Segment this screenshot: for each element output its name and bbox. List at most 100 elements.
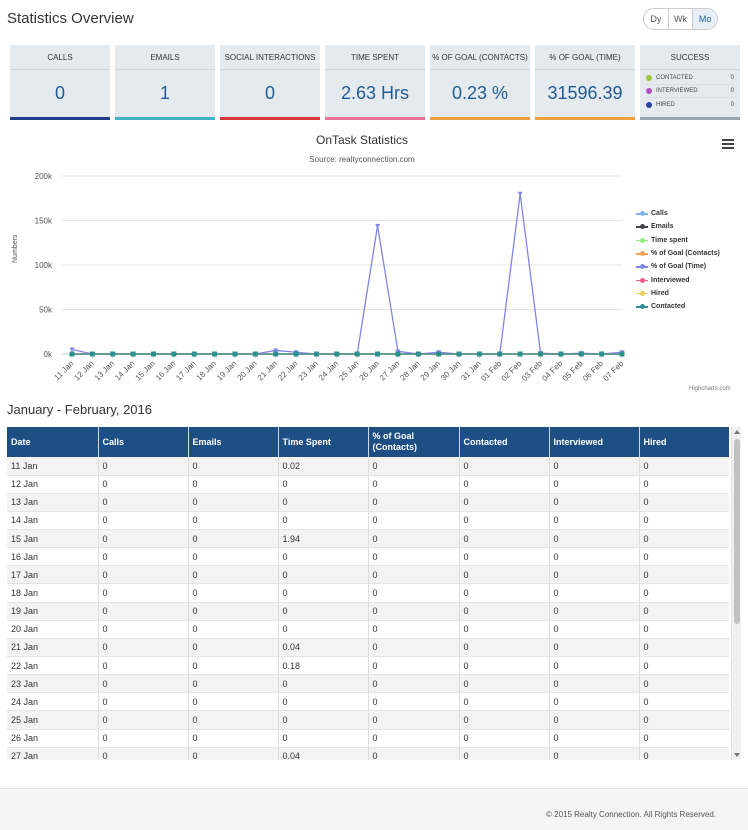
- legend-item[interactable]: Contacted: [636, 300, 746, 313]
- table-cell: 0: [458, 547, 549, 567]
- success-item-label: CONTACTED: [656, 75, 693, 81]
- range-week-button[interactable]: Wk: [667, 9, 693, 29]
- table-cell: 0: [277, 511, 368, 531]
- column-header[interactable]: Hired: [638, 427, 729, 457]
- data-point: [150, 351, 156, 357]
- table-scrollbar[interactable]: [731, 427, 741, 760]
- legend-item[interactable]: % of Goal (Time): [636, 260, 746, 273]
- legend-item[interactable]: % of Goal (Contacts): [636, 247, 746, 260]
- chart-credits[interactable]: Highcharts.com: [689, 386, 731, 392]
- table-row: 21 Jan 0 0 0.04 0 0 0 0: [7, 638, 729, 658]
- table-cell: 0: [638, 692, 729, 712]
- table-cell: 0: [97, 692, 188, 712]
- table-cell: 0: [97, 583, 188, 603]
- stat-value: 0: [54, 83, 65, 103]
- x-tick-label: 30 Jan: [439, 359, 462, 382]
- table-cell: 19 Jan: [7, 602, 98, 621]
- table-cell: 0: [548, 620, 639, 639]
- scroll-thumb[interactable]: [734, 439, 740, 624]
- table-cell: 0: [97, 457, 188, 476]
- legend-item[interactable]: Interviewed: [636, 273, 746, 286]
- table-cell: 0: [458, 493, 549, 512]
- table-cell: 0: [277, 602, 368, 621]
- legend-item[interactable]: Calls: [636, 207, 746, 220]
- legend-label: Interviewed: [651, 276, 690, 284]
- chart-container: 0k 50k 100k 150k 200k 11 Jan 12 Jan 13 Jan 14 Ja…: [0, 128, 748, 400]
- table-cell: 26 Jan: [7, 729, 98, 748]
- x-tick-label: 31 Jan: [459, 359, 482, 382]
- table-cell: 0: [638, 656, 729, 676]
- table-cell: 1.94: [277, 529, 368, 549]
- table-cell: 0: [97, 620, 188, 639]
- table-cell: 0: [277, 565, 368, 585]
- scroll-up-arrow-icon[interactable]: [734, 430, 740, 434]
- table-cell: 0: [277, 493, 368, 512]
- table-cell: 0.18: [277, 656, 368, 676]
- data-point: [476, 351, 482, 357]
- data-point: [252, 351, 258, 357]
- table-cell: 0: [548, 674, 639, 694]
- data-point: [517, 351, 523, 357]
- data-point: [375, 351, 381, 357]
- stat-value: 0.23 %: [451, 83, 509, 103]
- column-header[interactable]: % of Goal (Contacts): [367, 427, 459, 457]
- data-point: [69, 347, 75, 353]
- stat-value: 1: [159, 83, 170, 103]
- table-cell: 0: [187, 674, 278, 694]
- table-cell: 0: [187, 692, 278, 712]
- data-point: [456, 351, 462, 357]
- period-title: January - February, 2016: [7, 402, 152, 417]
- success-item-count: 0: [730, 88, 734, 94]
- column-header[interactable]: Calls: [97, 427, 188, 457]
- table-cell: 0: [458, 674, 549, 694]
- y-axis-label: Numbers: [12, 234, 19, 263]
- column-header[interactable]: Date: [7, 427, 98, 457]
- data-point: [354, 351, 360, 357]
- column-header[interactable]: Emails: [187, 427, 278, 457]
- table-cell: 0: [458, 511, 549, 531]
- scroll-down-arrow-icon[interactable]: [734, 753, 740, 757]
- x-tick-label: 15 Jan: [134, 359, 157, 382]
- table-cell: 0: [367, 475, 459, 494]
- table-cell: 0: [638, 583, 729, 603]
- stat-card-calls: CALLS 0: [10, 45, 110, 120]
- range-month-button[interactable]: Mo: [692, 9, 717, 29]
- table-cell: 0: [458, 710, 549, 730]
- chart-subtitle: Source: realtyconnection.com: [309, 155, 415, 164]
- table-row: 19 Jan 0 0 0 0 0 0 0: [7, 602, 729, 621]
- legend-item[interactable]: Time spent: [636, 234, 746, 247]
- table-cell: 14 Jan: [7, 511, 98, 531]
- y-tick-label: 150k: [35, 217, 53, 226]
- legend-item[interactable]: Hired: [636, 287, 746, 300]
- y-tick-label: 200k: [35, 172, 53, 181]
- column-header[interactable]: Time Spent: [277, 427, 368, 457]
- table-cell: 20 Jan: [7, 620, 98, 639]
- table-cell: 0: [638, 729, 729, 748]
- table-cell: 0: [187, 656, 278, 676]
- legend-item[interactable]: Emails: [636, 220, 746, 233]
- range-day-button[interactable]: Dy: [650, 14, 662, 24]
- x-tick-label: 23 Jan: [297, 359, 320, 382]
- stat-label: SUCCESS: [640, 45, 740, 70]
- column-header[interactable]: Contacted: [458, 427, 549, 457]
- footer: © 2015 Realty Connection. All Rights Res…: [0, 788, 748, 830]
- table-row: 22 Jan 0 0 0.18 0 0 0 0: [7, 656, 729, 676]
- legend-marker-icon: [636, 236, 648, 244]
- success-item-count: 0: [730, 101, 734, 108]
- table-cell: 0: [187, 511, 278, 531]
- column-header[interactable]: Interviewed: [548, 427, 639, 457]
- table-cell: 0: [458, 565, 549, 585]
- success-item-interviewed: INTERVIEWED 0: [646, 85, 734, 98]
- table-cell: 0: [97, 710, 188, 730]
- table-cell: 0: [548, 511, 639, 531]
- table-cell: 0.04: [277, 638, 368, 658]
- stat-label: % OF GOAL (TIME): [535, 45, 635, 70]
- table-row: 12 Jan 0 0 0 0 0 0 0: [7, 475, 729, 494]
- chart-menu-icon[interactable]: [722, 139, 734, 149]
- table-cell: 0: [97, 565, 188, 585]
- legend-marker-icon: [636, 250, 648, 258]
- table-cell: 0: [97, 674, 188, 694]
- table-cell: 0: [187, 710, 278, 730]
- table-cell: 0: [548, 457, 639, 476]
